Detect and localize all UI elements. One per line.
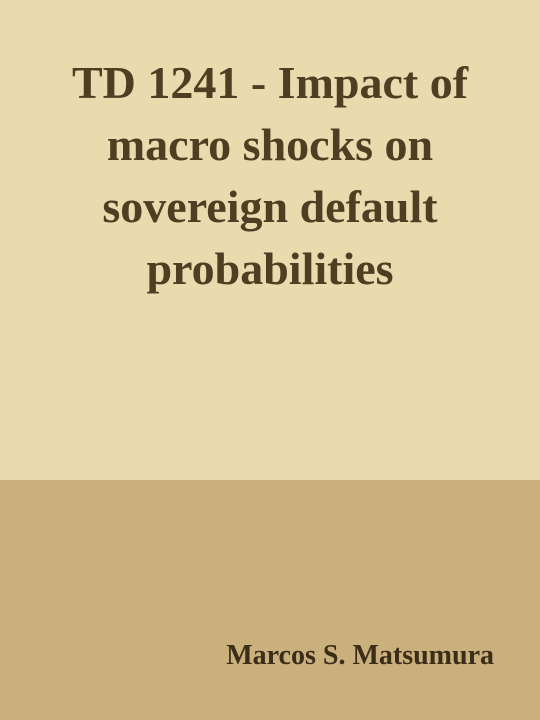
cover-top-panel: TD 1241 - Impact of macro shocks on sove… xyxy=(0,0,540,480)
cover-title: TD 1241 - Impact of macro shocks on sove… xyxy=(71,57,469,294)
cover-bottom-panel xyxy=(0,480,540,720)
cover-author: Marcos S. Matsumura xyxy=(226,640,494,671)
